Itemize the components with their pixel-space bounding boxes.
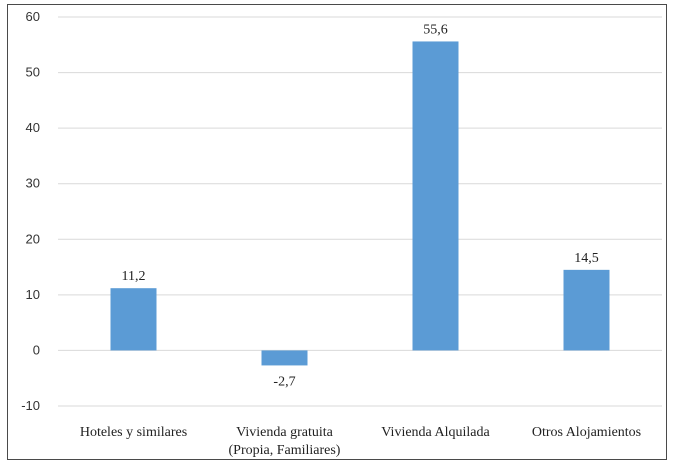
- y-tick-label: 60: [26, 9, 40, 24]
- x-category-label: Otros Alojamientos: [532, 425, 641, 440]
- data-label: 55,6: [423, 22, 448, 37]
- x-category-label: (Propia, Familiares): [229, 443, 341, 458]
- y-axis-tick-labels: -10 0 10 20 30 40 50 60: [21, 9, 40, 413]
- y-tick-label: 40: [26, 120, 40, 135]
- bar: [412, 41, 459, 351]
- y-tick-label: 20: [26, 231, 40, 246]
- data-label: 14,5: [574, 251, 599, 266]
- data-labels: 11,2 -2,7 55,6 14,5: [122, 22, 599, 389]
- chart-frame: [7, 4, 667, 460]
- bar: [261, 350, 308, 366]
- gridlines: [58, 16, 662, 407]
- x-category-label: Hoteles y similares: [80, 425, 187, 440]
- bar: [110, 288, 157, 351]
- data-label: -2,7: [273, 374, 295, 389]
- y-tick-label: 50: [26, 65, 40, 80]
- bar: [563, 269, 610, 351]
- y-tick-label: 10: [26, 287, 40, 302]
- y-tick-label: 30: [26, 176, 40, 191]
- data-label: 11,2: [122, 269, 146, 284]
- x-category-label: Vivienda Alquilada: [381, 425, 490, 440]
- y-tick-label: -10: [21, 398, 40, 413]
- bars: [110, 41, 610, 366]
- y-tick-label: 0: [33, 342, 40, 357]
- x-category-label: Vivienda gratuita: [236, 425, 334, 440]
- x-axis-category-labels: Hoteles y similares Vivienda gratuita (Pro…: [80, 425, 641, 458]
